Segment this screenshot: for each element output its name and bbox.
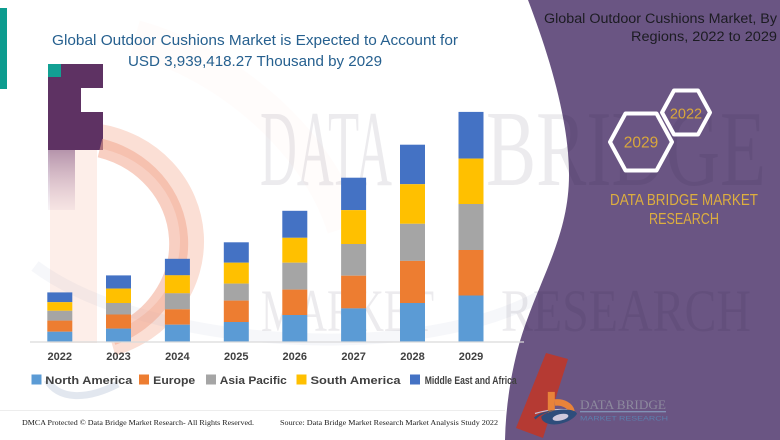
svg-text:2022: 2022 — [670, 107, 702, 123]
svg-text:USD 3,939,418.27 Thousand by 2: USD 3,939,418.27 Thousand by 2029 — [128, 53, 382, 70]
svg-text:RESEARCH: RESEARCH — [501, 278, 751, 344]
svg-text:Europe: Europe — [153, 375, 195, 387]
svg-text:RESEARCH: RESEARCH — [649, 211, 719, 228]
svg-text:2025: 2025 — [224, 351, 248, 363]
svg-text:2028: 2028 — [400, 351, 424, 363]
svg-text:DATA BRIDGE: DATA BRIDGE — [580, 397, 666, 412]
svg-text:Middle East and Africa: Middle East and Africa — [425, 375, 518, 387]
svg-text:Global Outdoor Cushions Market: Global Outdoor Cushions Market, By — [544, 11, 777, 26]
svg-text:Regions, 2022 to 2029: Regions, 2022 to 2029 — [631, 29, 777, 44]
svg-text:2026: 2026 — [283, 351, 307, 363]
svg-text:South America: South America — [311, 375, 402, 387]
svg-text:Source: Data Bridge Market Res: Source: Data Bridge Market Research Mark… — [280, 418, 498, 427]
svg-text:DATA BRIDGE MARKET: DATA BRIDGE MARKET — [610, 192, 758, 209]
svg-text:2029: 2029 — [624, 135, 658, 152]
svg-text:2022: 2022 — [48, 351, 72, 363]
svg-text:2027: 2027 — [341, 351, 365, 363]
svg-text:MARKET RESEARCH: MARKET RESEARCH — [580, 416, 668, 423]
svg-text:2029: 2029 — [459, 351, 483, 363]
svg-text:Asia Pacific: Asia Pacific — [220, 375, 287, 387]
svg-text:DATA: DATA — [260, 90, 392, 209]
svg-text:2024: 2024 — [165, 351, 190, 363]
svg-text:Global Outdoor Cushions Market: Global Outdoor Cushions Market is Expect… — [52, 32, 458, 49]
svg-text:2023: 2023 — [106, 351, 130, 363]
svg-text:DMCA Protected © Data Bridge M: DMCA Protected © Data Bridge Market Rese… — [22, 418, 254, 427]
svg-text:North America: North America — [45, 375, 133, 387]
